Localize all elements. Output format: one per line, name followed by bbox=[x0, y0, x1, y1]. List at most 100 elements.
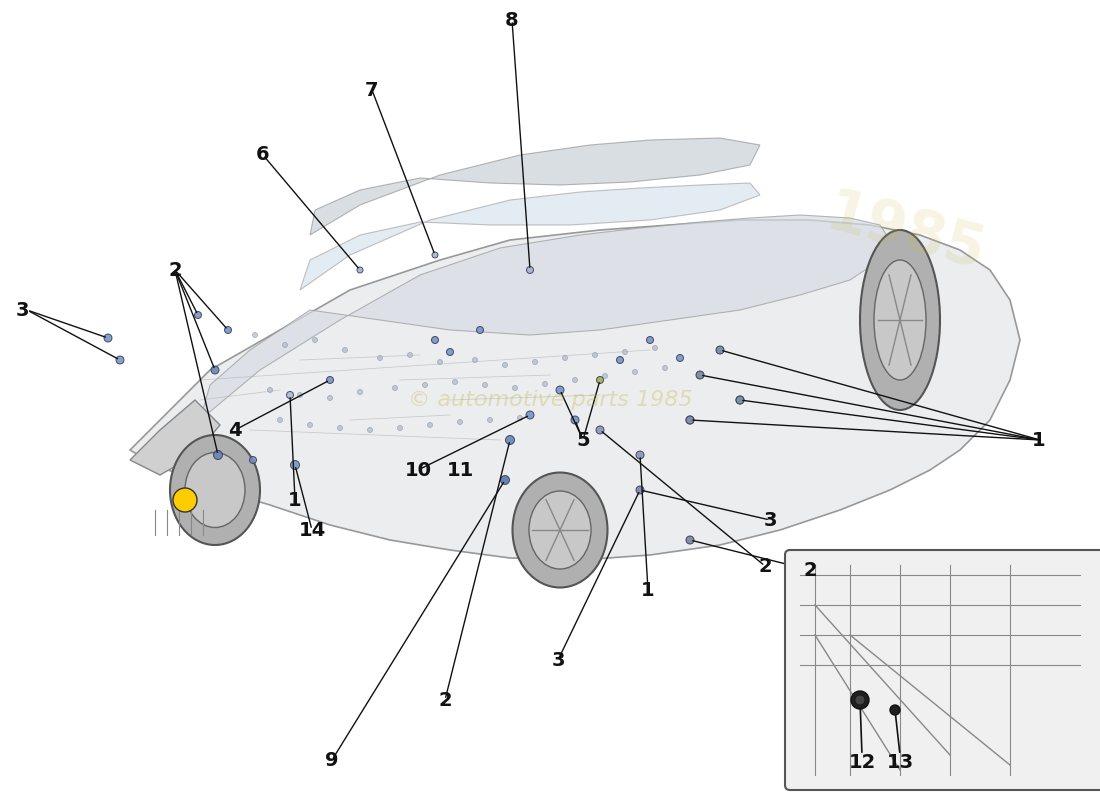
Ellipse shape bbox=[513, 473, 607, 587]
Circle shape bbox=[104, 334, 112, 342]
Circle shape bbox=[855, 695, 865, 705]
Circle shape bbox=[283, 342, 287, 347]
Ellipse shape bbox=[529, 491, 591, 569]
Polygon shape bbox=[200, 215, 890, 420]
Circle shape bbox=[487, 418, 493, 422]
Text: 7: 7 bbox=[365, 81, 378, 99]
Circle shape bbox=[676, 354, 683, 362]
Circle shape bbox=[267, 387, 273, 393]
Circle shape bbox=[447, 349, 453, 355]
Polygon shape bbox=[300, 183, 760, 290]
Circle shape bbox=[116, 356, 124, 364]
Circle shape bbox=[213, 450, 222, 459]
Text: 6: 6 bbox=[256, 146, 270, 165]
Text: 14: 14 bbox=[298, 521, 326, 539]
Circle shape bbox=[556, 386, 564, 394]
Circle shape bbox=[211, 366, 219, 374]
Circle shape bbox=[542, 382, 548, 386]
Circle shape bbox=[458, 419, 462, 425]
Text: 10: 10 bbox=[405, 461, 431, 479]
Circle shape bbox=[696, 371, 704, 378]
Circle shape bbox=[328, 395, 332, 401]
Circle shape bbox=[224, 326, 231, 334]
Circle shape bbox=[647, 337, 653, 343]
Text: 1: 1 bbox=[1032, 430, 1045, 450]
Text: 3: 3 bbox=[15, 301, 29, 319]
Polygon shape bbox=[130, 220, 1020, 560]
Circle shape bbox=[716, 346, 724, 354]
Circle shape bbox=[438, 359, 442, 365]
Text: 2: 2 bbox=[758, 557, 772, 575]
Circle shape bbox=[358, 267, 363, 273]
Text: 1: 1 bbox=[288, 490, 301, 510]
Circle shape bbox=[297, 393, 302, 398]
Circle shape bbox=[686, 536, 694, 544]
Circle shape bbox=[636, 486, 644, 494]
Circle shape bbox=[716, 346, 724, 354]
Circle shape bbox=[652, 346, 658, 350]
Text: 12: 12 bbox=[848, 754, 876, 773]
Ellipse shape bbox=[860, 230, 940, 410]
Text: 1: 1 bbox=[641, 581, 654, 599]
Circle shape bbox=[422, 382, 428, 387]
Text: 3: 3 bbox=[551, 650, 564, 670]
Circle shape bbox=[338, 426, 342, 430]
Circle shape bbox=[506, 435, 515, 445]
Circle shape bbox=[851, 691, 869, 709]
Text: 2: 2 bbox=[438, 690, 452, 710]
Text: 8: 8 bbox=[505, 10, 519, 30]
Circle shape bbox=[686, 416, 694, 424]
Circle shape bbox=[632, 370, 638, 374]
Circle shape bbox=[571, 416, 579, 424]
Text: 4: 4 bbox=[228, 421, 242, 439]
Circle shape bbox=[527, 266, 534, 274]
Circle shape bbox=[686, 416, 694, 424]
Circle shape bbox=[428, 422, 432, 427]
Circle shape bbox=[517, 415, 522, 421]
Text: 11: 11 bbox=[447, 461, 474, 479]
Circle shape bbox=[473, 358, 477, 362]
Circle shape bbox=[483, 382, 487, 387]
Circle shape bbox=[431, 337, 439, 343]
Circle shape bbox=[503, 362, 507, 367]
Circle shape bbox=[195, 311, 201, 318]
FancyBboxPatch shape bbox=[785, 550, 1100, 790]
Circle shape bbox=[736, 396, 744, 404]
Circle shape bbox=[290, 461, 299, 470]
Text: 3: 3 bbox=[763, 510, 777, 530]
Circle shape bbox=[250, 457, 256, 463]
Circle shape bbox=[407, 353, 412, 358]
Text: 1985: 1985 bbox=[820, 185, 992, 282]
Circle shape bbox=[277, 418, 283, 422]
Circle shape bbox=[532, 359, 538, 365]
Polygon shape bbox=[310, 138, 760, 235]
Circle shape bbox=[603, 374, 607, 378]
Ellipse shape bbox=[185, 453, 245, 527]
Circle shape bbox=[662, 366, 668, 370]
Text: 5: 5 bbox=[576, 430, 590, 450]
Text: 2: 2 bbox=[168, 261, 182, 279]
Circle shape bbox=[286, 391, 294, 398]
Circle shape bbox=[596, 426, 604, 434]
Circle shape bbox=[253, 333, 257, 338]
Circle shape bbox=[397, 426, 403, 430]
Circle shape bbox=[623, 350, 627, 354]
Circle shape bbox=[342, 347, 348, 353]
Circle shape bbox=[393, 386, 397, 390]
Text: 13: 13 bbox=[887, 754, 914, 773]
Circle shape bbox=[476, 326, 484, 334]
Polygon shape bbox=[130, 400, 220, 475]
Circle shape bbox=[696, 371, 704, 379]
Circle shape bbox=[173, 488, 197, 512]
Circle shape bbox=[596, 377, 604, 383]
Circle shape bbox=[572, 378, 578, 382]
Circle shape bbox=[377, 355, 383, 361]
Circle shape bbox=[432, 252, 438, 258]
Circle shape bbox=[327, 377, 333, 383]
Circle shape bbox=[616, 357, 624, 363]
Circle shape bbox=[593, 353, 597, 358]
Circle shape bbox=[513, 386, 517, 390]
Circle shape bbox=[358, 390, 363, 394]
Circle shape bbox=[562, 355, 568, 361]
Circle shape bbox=[367, 427, 373, 433]
